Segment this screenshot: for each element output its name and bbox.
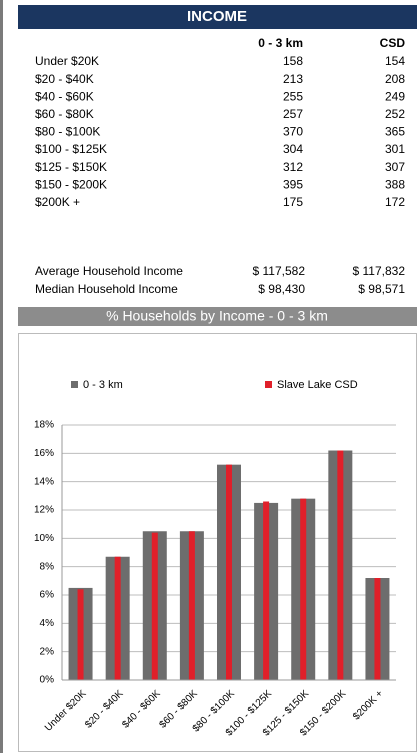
row-label: $80 - $100K (35, 125, 100, 139)
header-bar (18, 5, 417, 29)
bar (151, 532, 158, 680)
summary-cell: $ 117,832 (353, 264, 406, 278)
x-tick-label: $200K + (351, 688, 385, 722)
bar (226, 464, 232, 680)
cell: 307 (385, 160, 405, 174)
y-tick-label: 18% (34, 420, 54, 431)
cell: 365 (385, 125, 405, 139)
row-label: $60 - $80K (35, 107, 94, 121)
row-label: $125 - $150K (35, 160, 107, 174)
cell: 370 (283, 125, 303, 139)
y-tick-label: 14% (34, 476, 54, 487)
cell: 213 (283, 72, 303, 86)
legend-label: 0 - 3 km (83, 379, 123, 391)
column-header: 0 - 3 km (258, 36, 303, 50)
y-tick-label: 0% (40, 675, 55, 686)
column-header: CSD (380, 36, 406, 50)
y-tick-label: 12% (34, 505, 54, 516)
header-title: INCOME (187, 8, 247, 25)
x-tick-label: Under $20K (43, 688, 89, 734)
cell: 395 (283, 177, 303, 191)
cell: 252 (385, 107, 405, 121)
row-label: $100 - $125K (35, 142, 107, 156)
cell: 154 (385, 54, 405, 68)
bar (263, 501, 270, 680)
cell: 255 (283, 89, 303, 103)
y-tick-label: 6% (40, 590, 55, 601)
cell: 388 (385, 177, 405, 191)
x-tick-label: $40 - $60K (120, 688, 163, 731)
cell: 312 (283, 160, 303, 174)
row-label: Under $20K (35, 54, 99, 68)
y-tick-label: 10% (34, 533, 54, 544)
bar (188, 531, 195, 680)
y-tick-label: 16% (34, 448, 54, 459)
left-edge (0, 0, 3, 753)
bar (300, 498, 307, 680)
y-tick-label: 4% (40, 618, 55, 629)
bar (114, 556, 121, 680)
summary-cell: $ 117,582 (253, 264, 306, 278)
legend-label: Slave Lake CSD (277, 379, 358, 391)
row-label: $200K + (35, 195, 80, 209)
row-label: $20 - $40K (35, 72, 94, 86)
row-label: $40 - $60K (35, 89, 94, 103)
summary-cell: $ 98,430 (258, 282, 305, 296)
bar (374, 578, 381, 680)
chart-title-bar (18, 307, 417, 326)
cell: 158 (283, 54, 303, 68)
row-label: $150 - $200K (35, 177, 107, 191)
summary-label: Median Household Income (35, 282, 178, 296)
cell: 301 (385, 142, 405, 156)
cell: 208 (385, 72, 405, 86)
y-tick-label: 2% (40, 646, 55, 657)
y-tick-label: 8% (40, 561, 55, 572)
summary-label: Average Household Income (35, 264, 183, 278)
legend-swatch (71, 381, 78, 388)
cell: 304 (283, 142, 303, 156)
bar (77, 589, 84, 680)
cell: 175 (283, 195, 303, 209)
cell: 172 (385, 195, 405, 209)
chart-title: % Households by Income - 0 - 3 km (106, 308, 328, 324)
legend-swatch (265, 381, 272, 388)
x-tick-label: $20 - $40K (83, 688, 126, 731)
cell: 249 (385, 89, 405, 103)
bar (337, 450, 344, 680)
summary-cell: $ 98,571 (358, 282, 405, 296)
cell: 257 (283, 107, 303, 121)
